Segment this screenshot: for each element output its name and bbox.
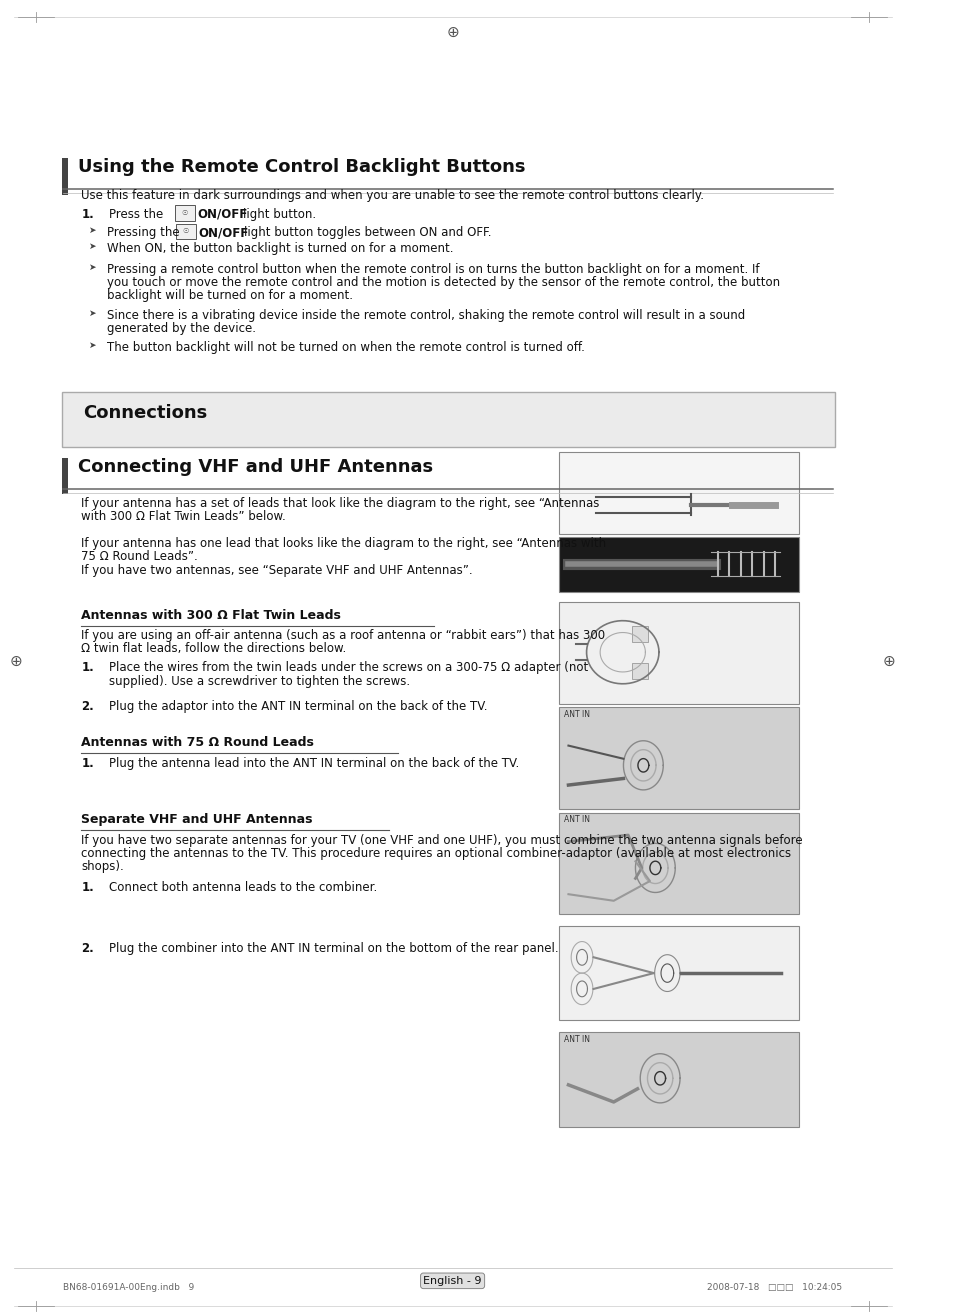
Bar xyxy=(558,813,799,914)
Text: backlight will be turned on for a moment.: backlight will be turned on for a moment… xyxy=(107,289,353,302)
Text: ANT IN: ANT IN xyxy=(563,1035,589,1044)
FancyBboxPatch shape xyxy=(62,392,834,447)
Text: Connections: Connections xyxy=(83,404,208,422)
Text: Antennas with 75 Ω Round Leads: Antennas with 75 Ω Round Leads xyxy=(81,736,314,750)
Text: English - 9: English - 9 xyxy=(423,1276,481,1286)
Text: If you have two antennas, see “Separate VHF and UHF Antennas”.: If you have two antennas, see “Separate … xyxy=(81,564,473,577)
Text: ANT IN: ANT IN xyxy=(563,710,589,719)
Text: shops).: shops). xyxy=(81,860,124,873)
Bar xyxy=(62,158,68,195)
Text: Ω twin flat leads, follow the directions below.: Ω twin flat leads, follow the directions… xyxy=(81,642,346,655)
Text: Using the Remote Control Backlight Buttons: Using the Remote Control Backlight Butto… xyxy=(78,158,525,176)
Text: ➤: ➤ xyxy=(89,263,96,272)
Text: Plug the combiner into the ANT IN terminal on the bottom of the rear panel.: Plug the combiner into the ANT IN termin… xyxy=(109,942,558,955)
Text: When ON, the button backlight is turned on for a moment.: When ON, the button backlight is turned … xyxy=(107,242,453,255)
Text: 2.: 2. xyxy=(81,942,94,955)
Text: If your antenna has a set of leads that look like the diagram to the right, see : If your antenna has a set of leads that … xyxy=(81,497,599,510)
Text: 1.: 1. xyxy=(81,661,94,675)
Text: ☉: ☉ xyxy=(182,229,189,234)
Text: 1.: 1. xyxy=(81,881,94,894)
Text: light button.: light button. xyxy=(242,208,315,221)
Text: connecting the antennas to the TV. This procedure requires an optional combiner-: connecting the antennas to the TV. This … xyxy=(81,847,791,860)
Text: ⊕: ⊕ xyxy=(882,654,894,669)
Text: ⊕: ⊕ xyxy=(446,25,458,41)
Bar xyxy=(175,224,195,239)
Text: Plug the antenna lead into the ANT IN terminal on the back of the TV.: Plug the antenna lead into the ANT IN te… xyxy=(109,757,518,771)
Text: ➤: ➤ xyxy=(89,226,96,235)
Text: 75 Ω Round Leads”.: 75 Ω Round Leads”. xyxy=(81,550,198,563)
Bar xyxy=(558,926,799,1020)
Bar xyxy=(631,663,647,679)
Text: Press the: Press the xyxy=(109,208,163,221)
Text: If your antenna has one lead that looks like the diagram to the right, see “Ante: If your antenna has one lead that looks … xyxy=(81,537,606,550)
Text: The button backlight will not be turned on when the remote control is turned off: The button backlight will not be turned … xyxy=(107,341,584,354)
Text: ☉: ☉ xyxy=(181,210,188,216)
Text: Connecting VHF and UHF Antennas: Connecting VHF and UHF Antennas xyxy=(78,458,433,476)
Text: Antennas with 300 Ω Flat Twin Leads: Antennas with 300 Ω Flat Twin Leads xyxy=(81,609,341,622)
Text: Since there is a vibrating device inside the remote control, shaking the remote : Since there is a vibrating device inside… xyxy=(107,309,744,322)
Bar xyxy=(558,452,799,534)
Text: ON/OFF: ON/OFF xyxy=(197,208,248,221)
Text: ⊕: ⊕ xyxy=(10,654,23,669)
Text: with 300 Ω Flat Twin Leads” below.: with 300 Ω Flat Twin Leads” below. xyxy=(81,510,286,523)
Bar xyxy=(62,458,68,494)
Text: generated by the device.: generated by the device. xyxy=(107,322,255,335)
Bar xyxy=(558,1032,799,1127)
Text: 1.: 1. xyxy=(81,208,94,221)
Text: Place the wires from the twin leads under the screws on a 300-75 Ω adapter (not: Place the wires from the twin leads unde… xyxy=(109,661,587,675)
Text: Separate VHF and UHF Antennas: Separate VHF and UHF Antennas xyxy=(81,813,313,826)
Text: ON/OFF: ON/OFF xyxy=(198,226,248,239)
Text: ➤: ➤ xyxy=(89,309,96,318)
Text: ➤: ➤ xyxy=(89,341,96,350)
Bar xyxy=(558,707,799,809)
Text: 1.: 1. xyxy=(81,757,94,771)
Text: BN68-01691A-00Eng.indb   9: BN68-01691A-00Eng.indb 9 xyxy=(63,1283,194,1291)
Text: Pressing a remote control button when the remote control is on turns the button : Pressing a remote control button when th… xyxy=(107,263,759,276)
Bar xyxy=(558,537,799,592)
Bar xyxy=(558,602,799,704)
Text: supplied). Use a screwdriver to tighten the screws.: supplied). Use a screwdriver to tighten … xyxy=(109,675,410,688)
Text: 2008-07-18   □□□   10:24:05: 2008-07-18 □□□ 10:24:05 xyxy=(706,1283,841,1291)
Text: you touch or move the remote control and the motion is detected by the sensor of: you touch or move the remote control and… xyxy=(107,276,780,289)
Text: light button toggles between ON and OFF.: light button toggles between ON and OFF. xyxy=(244,226,492,239)
Text: If you have two separate antennas for your TV (one VHF and one UHF), you must co: If you have two separate antennas for yo… xyxy=(81,834,802,847)
Text: 2.: 2. xyxy=(81,700,94,713)
Text: If you are using an off-air antenna (such as a roof antenna or “rabbit ears”) th: If you are using an off-air antenna (suc… xyxy=(81,629,605,642)
Text: Use this feature in dark surroundings and when you are unable to see the remote : Use this feature in dark surroundings an… xyxy=(81,189,703,203)
Text: Plug the adaptor into the ANT IN terminal on the back of the TV.: Plug the adaptor into the ANT IN termina… xyxy=(109,700,487,713)
Text: Connect both antenna leads to the combiner.: Connect both antenna leads to the combin… xyxy=(109,881,376,894)
Text: ➤: ➤ xyxy=(89,242,96,251)
Text: Pressing the: Pressing the xyxy=(107,226,179,239)
Bar xyxy=(631,626,647,642)
Text: ANT IN: ANT IN xyxy=(563,815,589,825)
Bar xyxy=(174,205,194,221)
